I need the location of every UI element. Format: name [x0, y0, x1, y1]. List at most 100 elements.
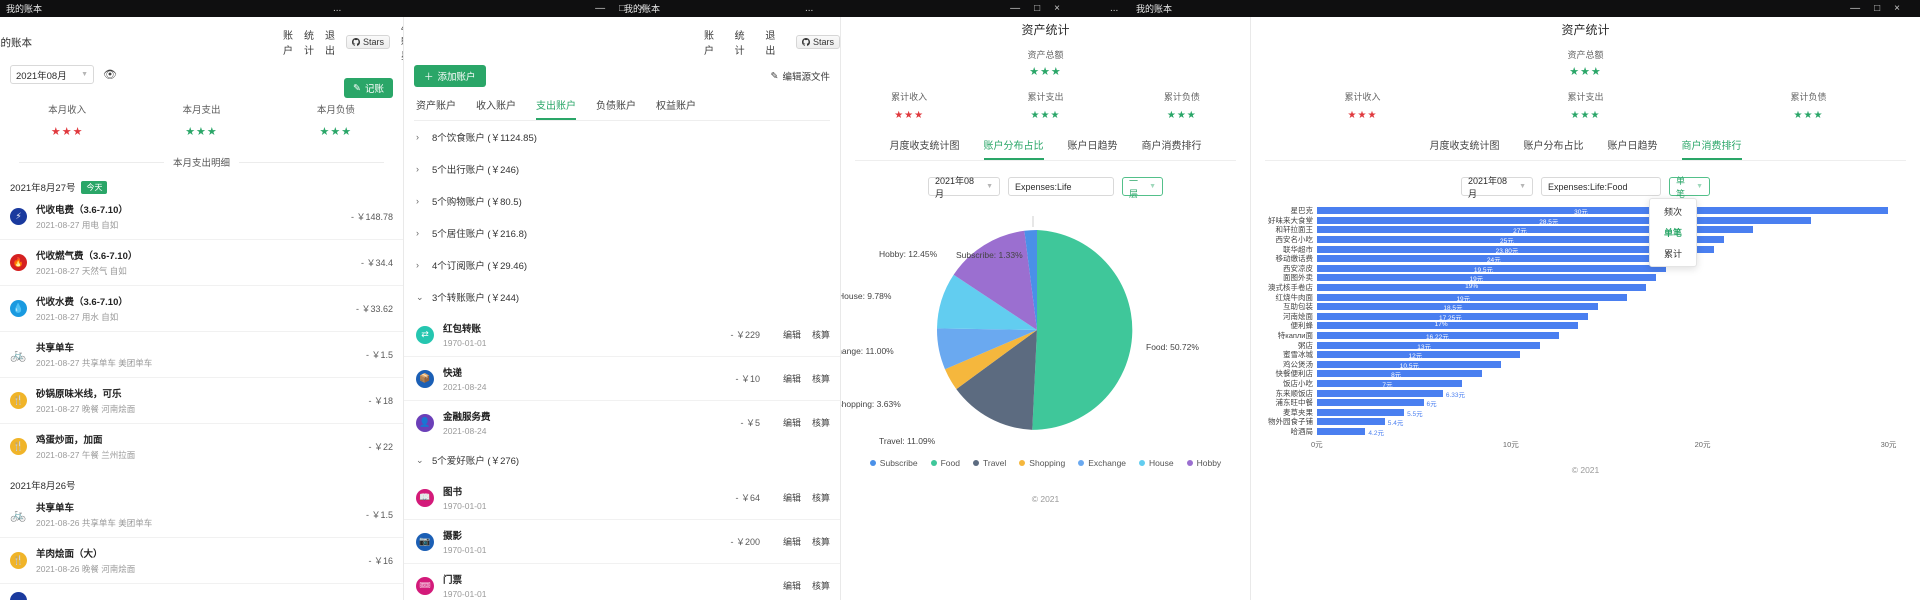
bar-row[interactable]: 蜜雪冰城 12元: [1251, 350, 1898, 360]
pie-slice-house[interactable]: [937, 274, 1037, 330]
bar-fill[interactable]: [1317, 312, 1589, 320]
edit-link[interactable]: 编辑: [782, 581, 801, 591]
bar-row[interactable]: 联华超市 23.80元: [1251, 244, 1898, 255]
list-item[interactable]: ⇄ 红包转账 1970-01-01 - ￥229 编辑 核算: [404, 313, 840, 357]
bar-row[interactable]: 互助包装 18.5元: [1251, 302, 1898, 312]
pie-slice-food[interactable]: [1032, 230, 1133, 430]
legend-item-hobby[interactable]: Hobby: [1186, 458, 1221, 468]
dropdown-option-frequency[interactable]: 频次: [1663, 207, 1682, 217]
tree-node-food[interactable]: › 8个饮食账户 (￥1124.85): [404, 121, 840, 153]
table-row[interactable]: 🍴 砂锅原味米线，可乐 2021-08-27 晚餐 河南烩面 - ￥18: [0, 378, 403, 424]
legend-item-exchange[interactable]: Exchange: [1078, 458, 1126, 468]
bar-fill[interactable]: [1317, 226, 1753, 234]
tab-account-distribution[interactable]: 账户分布占比: [1523, 141, 1584, 152]
legend-item-house[interactable]: House: [1139, 458, 1174, 468]
window-menu-dots[interactable]: ...: [1110, 3, 1119, 14]
bar-row[interactable]: 浦东旺中餐 6元: [1251, 398, 1898, 408]
mode-dropdown-menu[interactable]: 频次 单笔 累计: [1649, 198, 1697, 267]
bar-row[interactable]: 西安凉皮 19.5元: [1251, 264, 1898, 274]
legend-item-travel[interactable]: Travel: [972, 458, 1006, 468]
minimize-icon[interactable]: —: [1850, 3, 1861, 14]
app-brand[interactable]: 我的账本: [0, 36, 32, 49]
bar-fill[interactable]: [1317, 408, 1405, 416]
tab-monthly-chart[interactable]: 月度收支统计图: [889, 141, 960, 152]
nav-item-stats[interactable]: 统计: [304, 31, 314, 57]
tab-monthly-chart[interactable]: 月度收支统计图: [1429, 141, 1500, 152]
tab-merchant-ranking[interactable]: 商户消费排行: [1681, 137, 1742, 160]
bar-fill[interactable]: [1317, 418, 1385, 426]
tree-node-exchange[interactable]: ⌄ 3个转账账户 (￥244): [404, 281, 840, 313]
window-menu-dots[interactable]: ...: [805, 3, 814, 14]
edit-link[interactable]: 编辑: [782, 374, 801, 384]
list-item[interactable]: 📷 摄影 1970-01-01 - ￥200 编辑 核算: [404, 520, 840, 564]
bar-row[interactable]: 快餐便利店 8元: [1251, 369, 1898, 379]
table-row[interactable]: 🚲 共享单车 2021-08-27 共享单车 美团单车 - ￥1.5: [0, 332, 403, 378]
bar-row[interactable]: 饭店小吃 7元: [1251, 379, 1898, 389]
bar-fill[interactable]: [1317, 284, 1647, 292]
tab-asset-accounts[interactable]: 资产账户: [416, 101, 456, 112]
bar-fill[interactable]: [1317, 264, 1666, 272]
pie-slice-travel[interactable]: [956, 330, 1037, 430]
bar-row[interactable]: 特капли面 16.22元: [1251, 331, 1898, 341]
tab-account-trend[interactable]: 账户日趋势: [1607, 141, 1658, 152]
month-select[interactable]: 2021年08月 ▼: [10, 65, 94, 84]
bar-row[interactable]: 移动缴话费 24元: [1251, 254, 1898, 264]
check-link[interactable]: 核算: [811, 374, 830, 384]
legend-item-food[interactable]: Food: [930, 458, 960, 468]
bar-fill[interactable]: [1317, 303, 1598, 311]
bar-row[interactable]: 澳式核手卷店 19%: [1251, 283, 1898, 293]
bar-fill[interactable]: [1317, 293, 1627, 301]
tab-account-distribution[interactable]: 账户分布占比: [983, 137, 1044, 160]
bar-fill[interactable]: [1317, 255, 1695, 263]
bar-fill[interactable]: [1317, 389, 1443, 397]
tree-node-house[interactable]: › 5个居住账户 (￥216.8): [404, 217, 840, 249]
record-button[interactable]: ✎ 记账: [344, 78, 393, 98]
close-icon[interactable]: ×: [639, 3, 645, 14]
bar-fill[interactable]: [1317, 216, 1811, 224]
edit-link[interactable]: 编辑: [782, 418, 801, 428]
maximize-icon[interactable]: □: [1034, 3, 1041, 14]
bar-fill[interactable]: [1317, 399, 1424, 407]
nav-item-stats[interactable]: 统计: [734, 31, 745, 57]
bar-row[interactable]: 红烧牛肉面 19元: [1251, 292, 1898, 303]
check-link[interactable]: 核算: [811, 581, 830, 591]
list-item[interactable]: 📖 图书 1970-01-01 - ￥64 编辑 核算: [404, 476, 840, 520]
window-controls-2[interactable]: — □ ×: [595, 3, 645, 14]
bar-fill[interactable]: [1317, 370, 1482, 378]
bar-fill[interactable]: [1317, 207, 1889, 215]
nav-item-accounts[interactable]: 账户: [283, 31, 293, 57]
legend-item-subscribe[interactable]: Subscribe: [869, 458, 918, 468]
edit-link[interactable]: 编辑: [782, 493, 801, 503]
pie-slice-subscribe[interactable]: [1024, 230, 1037, 330]
tab-equity-accounts[interactable]: 权益账户: [656, 101, 696, 112]
bar-fill[interactable]: [1317, 332, 1560, 340]
check-link[interactable]: 核算: [811, 537, 830, 547]
tab-income-accounts[interactable]: 收入账户: [476, 101, 516, 112]
bar-fill[interactable]: [1317, 427, 1366, 435]
bar-row[interactable]: 好味来大食堂 28.5元: [1251, 216, 1898, 226]
bar-row[interactable]: 和轩拉面王 27元: [1251, 225, 1898, 235]
bar-row[interactable]: 粥店 13元: [1251, 340, 1898, 351]
bar-row[interactable]: 东来顺饭店 6.33元: [1251, 388, 1898, 399]
pie-slice-exchange[interactable]: [936, 328, 1037, 370]
bar-row[interactable]: 鸡公煲汤 10.5元: [1251, 360, 1898, 370]
pie-level-select[interactable]: 一层 ▼: [1122, 176, 1163, 199]
check-link[interactable]: 核算: [811, 418, 830, 428]
bar-fill[interactable]: [1317, 379, 1463, 387]
edit-link[interactable]: 编辑: [782, 330, 801, 340]
bar-row[interactable]: 麦草夹果 5.5元: [1251, 407, 1898, 418]
tree-node-shopping[interactable]: › 5个购物账户 (￥80.5): [404, 185, 840, 217]
table-row[interactable]: 🍴 羊肉烩面（大） 2021-08-26 晚餐 河南烩面 - ￥16: [0, 538, 403, 584]
bar-fill[interactable]: [1317, 322, 1579, 330]
check-link[interactable]: 核算: [811, 493, 830, 503]
bar-fill[interactable]: [1317, 351, 1521, 359]
window-menu-dots[interactable]: ...: [333, 3, 342, 14]
table-row[interactable]: 🍴 鸡蛋炒面，加面 2021-08-27 午餐 兰州拉面 - ￥22: [0, 424, 403, 469]
bar-fill[interactable]: [1317, 245, 1715, 253]
bar-row[interactable]: 河南烩面 17.25元: [1251, 312, 1898, 322]
list-item[interactable]: 👤 金融服务费 2021-08-24 - ￥5 编辑 核算: [404, 401, 840, 444]
bar-fill[interactable]: [1317, 236, 1724, 244]
github-stars-button[interactable]: Stars: [795, 35, 840, 49]
window-controls-4[interactable]: — □ ×: [1850, 3, 1900, 14]
tab-liability-accounts[interactable]: 负债账户: [596, 101, 636, 112]
